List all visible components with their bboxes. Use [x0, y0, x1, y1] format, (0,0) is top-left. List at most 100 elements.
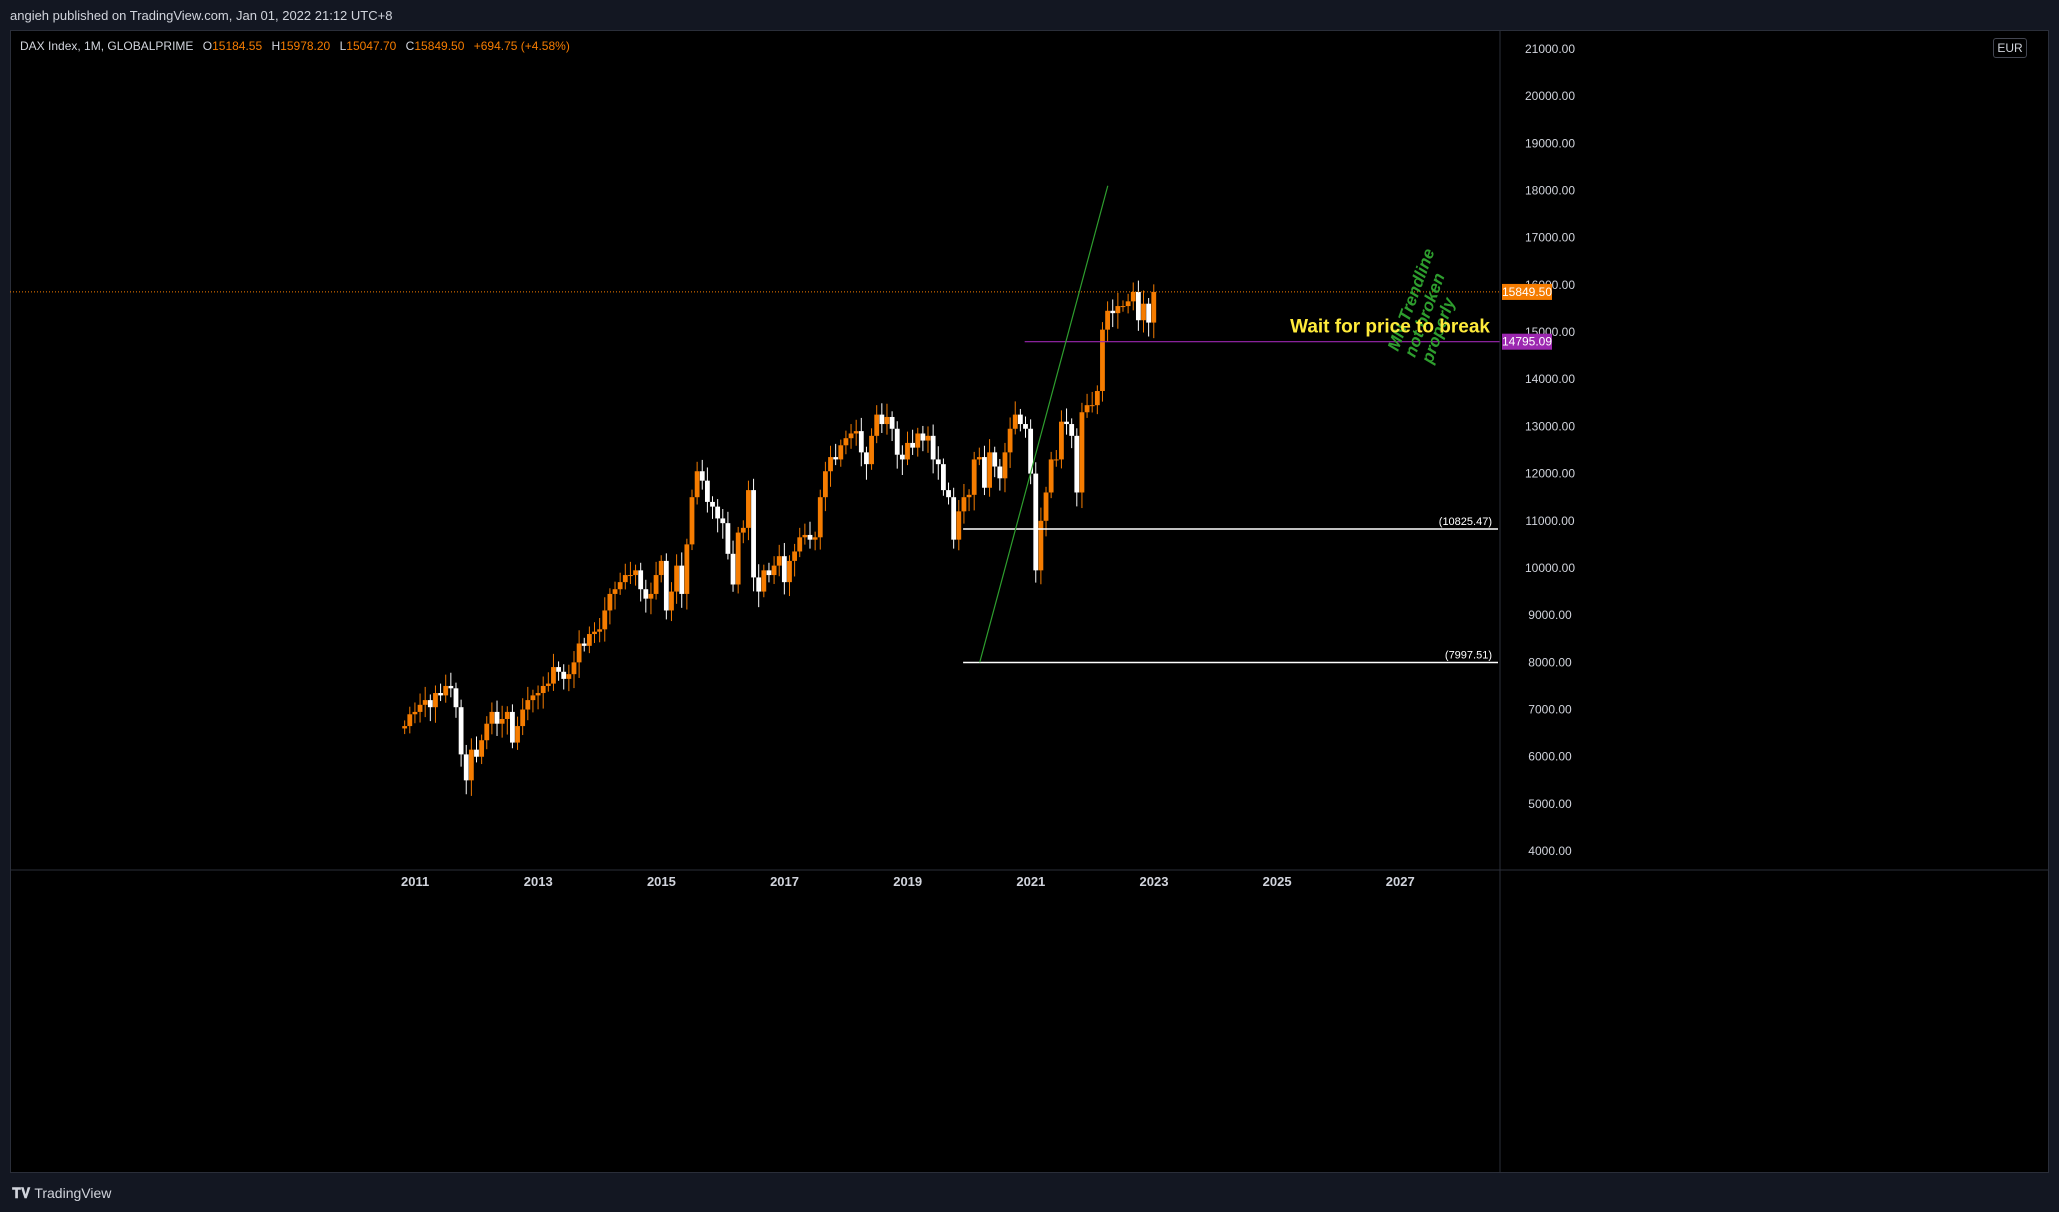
time-tick-label: 2021	[1016, 874, 1045, 889]
candle-body	[1079, 412, 1085, 493]
candle-body	[941, 464, 946, 491]
time-axis: 2011 2013 2015 2017 2019 2021 2023 2025 2027	[10, 869, 2049, 889]
candle-body	[499, 718, 505, 724]
last-price-tag-label: 15849.50	[1502, 285, 1552, 299]
candle-body	[602, 610, 608, 630]
candle-body	[1105, 310, 1110, 330]
price-tick-label: 10000.00	[1525, 561, 1575, 575]
candle-body	[535, 693, 541, 696]
candle-body	[581, 643, 587, 646]
candle-body	[838, 445, 844, 460]
chart-pane[interactable]	[10, 30, 2049, 1173]
candle-body	[992, 452, 998, 467]
price-tick-label: 6000.00	[1528, 750, 1572, 764]
candle-body	[597, 629, 603, 632]
symbol-legend: DAX Index, 1M, GLOBALPRIME O15184.55 H15…	[20, 39, 570, 53]
time-tick-label: 2017	[770, 874, 799, 889]
price-tick-label: 13000.00	[1525, 419, 1575, 433]
candle-body	[1033, 473, 1039, 571]
candle-body	[422, 700, 428, 705]
candle-body	[648, 593, 654, 599]
candle-body	[402, 726, 408, 729]
candle-body	[746, 490, 751, 528]
candle-body	[1053, 459, 1059, 461]
candle-body	[679, 565, 685, 594]
candle-body	[510, 711, 515, 743]
candle-body	[1130, 291, 1136, 302]
candle-body	[1007, 428, 1013, 453]
candle-body	[1125, 301, 1131, 307]
candle-body	[1002, 452, 1008, 479]
candle-body	[822, 471, 828, 498]
candle-body	[586, 634, 592, 646]
candle-body	[412, 711, 418, 715]
time-tick-label: 2013	[524, 874, 553, 889]
candle-body	[802, 534, 808, 538]
price-tick-label: 20000.00	[1525, 89, 1575, 103]
candle-body	[828, 457, 833, 472]
candle-body	[1028, 428, 1034, 474]
candle-body	[710, 501, 715, 507]
candle-body	[592, 631, 597, 635]
candle-body	[1069, 424, 1075, 436]
candle-body	[689, 497, 695, 545]
price-tick-label: 11000.00	[1525, 514, 1574, 528]
candle-body	[417, 704, 423, 712]
candle-body	[966, 494, 972, 498]
price-tick-label: 21000.00	[1525, 42, 1575, 56]
last-price-tag	[1502, 283, 1552, 300]
brand-name: TradingView	[34, 1185, 112, 1201]
candle-body	[463, 754, 469, 781]
currency-button[interactable]: EUR	[1993, 38, 2027, 58]
candle-body	[756, 577, 762, 592]
candles-layer	[402, 280, 1157, 796]
candle-body	[669, 591, 674, 611]
candle-body	[617, 582, 623, 590]
open-label: O	[202, 39, 213, 53]
price-tick-label: 8000.00	[1528, 655, 1572, 669]
price-tick-label: 14000.00	[1525, 372, 1575, 386]
symbol-name: DAX Index, 1M, GLOBALPRIME	[20, 39, 194, 53]
time-tick-label: 2015	[647, 874, 676, 889]
candle-body	[951, 497, 957, 540]
candle-body	[1023, 424, 1028, 429]
level-label: (10825.47)	[1439, 516, 1492, 528]
candle-body	[468, 749, 474, 781]
candle-body	[935, 459, 941, 465]
tradingview-logo[interactable]: 𝐓𝐕 TradingView	[12, 1185, 111, 1202]
candle-body	[905, 442, 910, 460]
candle-body	[622, 575, 628, 583]
candle-body	[551, 667, 556, 684]
candle-body	[740, 527, 746, 533]
candle-body	[817, 497, 823, 538]
candle-body	[489, 711, 495, 724]
price-tick-label: 7000.00	[1528, 703, 1572, 717]
candle-body	[843, 438, 849, 446]
candle-body	[987, 452, 992, 488]
candle-body	[1084, 405, 1090, 413]
publish-header: angieh published on TradingView.com, Jan…	[0, 0, 2059, 30]
price-tick-label: 4000.00	[1528, 844, 1572, 858]
trendline-annotation: MN Trendlinenot brokenproperly	[1384, 246, 1473, 367]
candle-body	[443, 685, 449, 696]
time-tick-label: 2025	[1263, 874, 1292, 889]
candle-body	[504, 711, 510, 719]
footer-bar: 𝐓𝐕 TradingView	[0, 1173, 2059, 1212]
candle-body	[684, 544, 690, 594]
candle-body	[812, 537, 818, 540]
chart-canvas[interactable]: (10825.47) (7997.51) 4000.00 5000.00 6000.0…	[10, 30, 2049, 1173]
candle-body	[448, 685, 454, 689]
candle-body	[576, 643, 582, 663]
candle-body	[1120, 306, 1126, 308]
low-label: L	[339, 39, 347, 53]
candle-body	[525, 700, 531, 710]
candle-body	[1115, 306, 1121, 314]
candle-body	[735, 532, 741, 585]
candle-body	[1151, 291, 1157, 323]
price-tick-label: 17000.00	[1525, 231, 1575, 245]
level-label: (7997.51)	[1445, 649, 1492, 661]
candle-body	[715, 506, 721, 519]
candle-body	[658, 560, 664, 576]
candle-body	[556, 667, 561, 672]
